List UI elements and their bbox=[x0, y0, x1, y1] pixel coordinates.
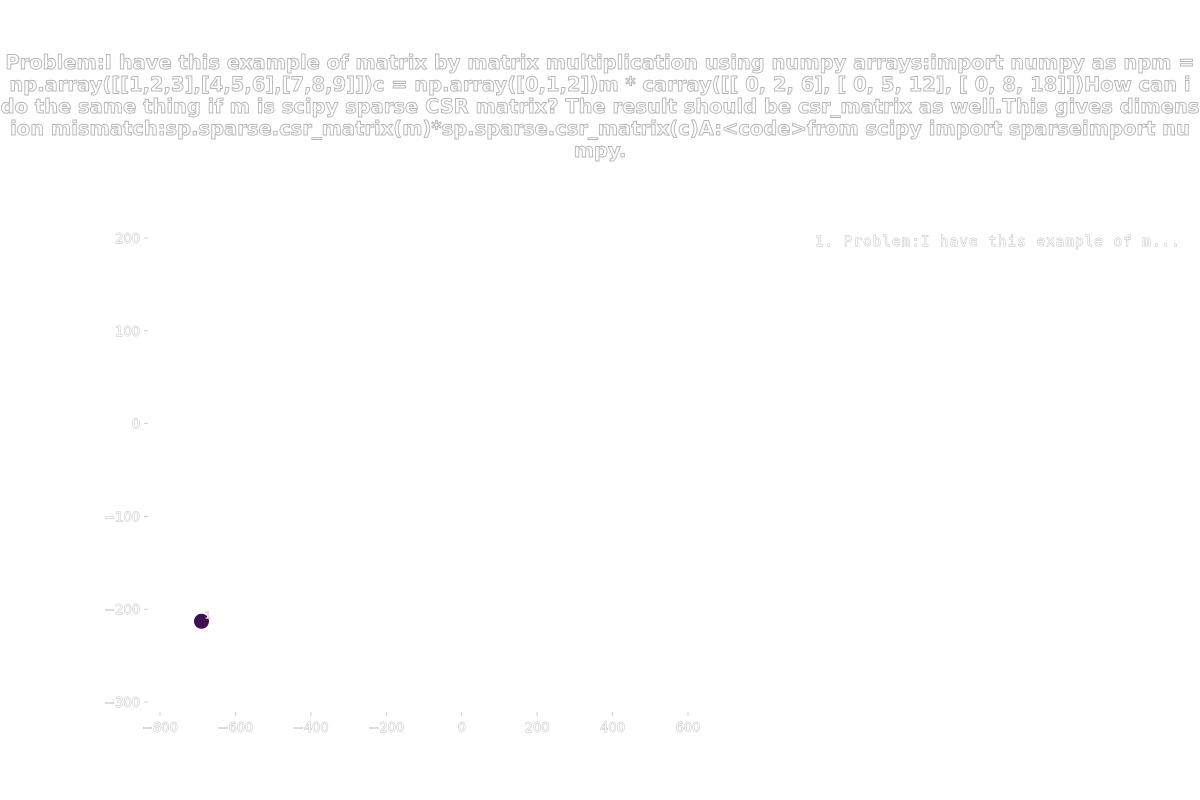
data-points: 1 bbox=[193, 610, 211, 629]
x-tick-label: 600 bbox=[676, 721, 701, 736]
y-tick-label: 100 bbox=[115, 325, 140, 340]
x-tick-label: 0 bbox=[458, 721, 466, 736]
y-tick-label: −100 bbox=[104, 510, 140, 525]
data-point-label: 1 bbox=[204, 610, 210, 621]
x-tick-label: 400 bbox=[600, 721, 625, 736]
x-tick-label: −800 bbox=[142, 721, 178, 736]
y-tick-label: −200 bbox=[104, 603, 140, 618]
y-tick-label: −300 bbox=[104, 696, 140, 711]
x-axis-ticks: −800 −600 −400 −200 0 200 400 600 bbox=[142, 712, 701, 736]
y-tick-label: 0 bbox=[132, 418, 140, 433]
data-point bbox=[193, 613, 209, 629]
y-tick-label: 200 bbox=[115, 232, 140, 247]
x-tick-label: −600 bbox=[218, 721, 254, 736]
chart-title: Problem:I have this example of matrix by… bbox=[0, 51, 1200, 162]
x-tick-label: 200 bbox=[525, 721, 550, 736]
y-axis-ticks: 200 100 0 −100 −200 −300 bbox=[104, 232, 148, 711]
x-tick-label: −400 bbox=[293, 721, 329, 736]
legend-entry: 1. Problem:I have this example of m... bbox=[815, 234, 1181, 250]
x-tick-label: −200 bbox=[368, 721, 404, 736]
